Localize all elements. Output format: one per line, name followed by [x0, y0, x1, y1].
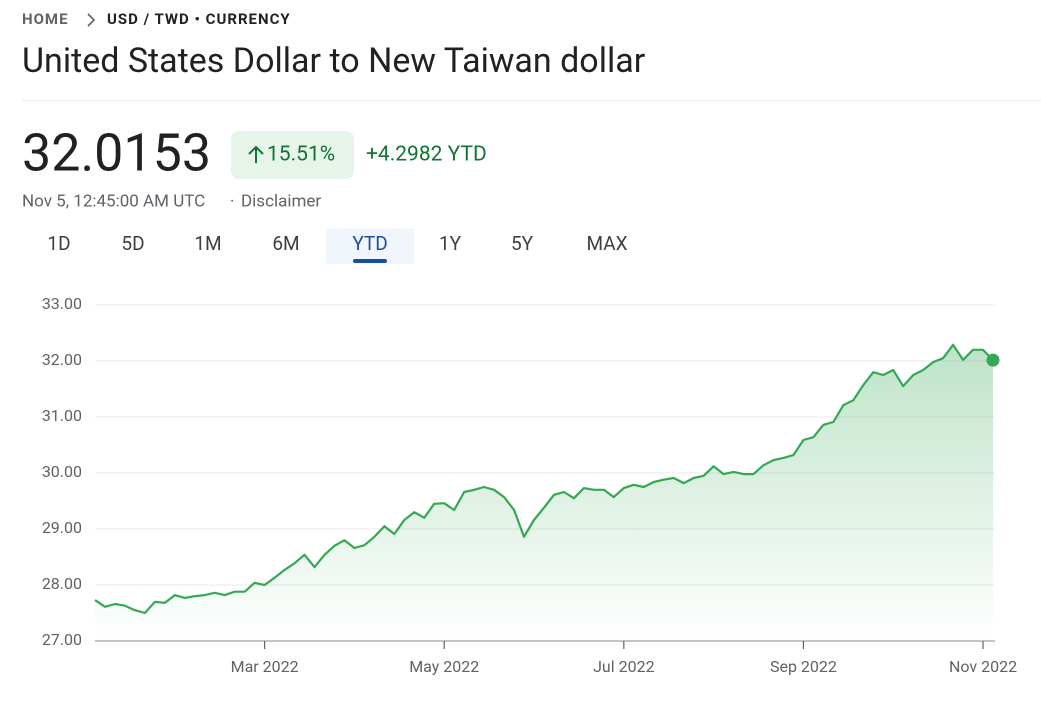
range-tab[interactable]: YTD [352, 232, 387, 255]
change-ytd: +4.2982 YTD [366, 143, 487, 167]
y-tick-label: 28.00 [42, 574, 82, 593]
timestamp: Nov 5, 12:45:00 AM UTC [22, 191, 205, 211]
active-tab-indicator [353, 259, 387, 263]
page-title: United States Dollar to New Taiwan dolla… [22, 41, 646, 81]
price-line [94, 343, 994, 615]
breadcrumb-chevron [87, 13, 96, 27]
x-tick-label: Mar 2022 [231, 657, 299, 676]
up-arrow-icon [248, 145, 264, 163]
x-tick-label: May 2022 [409, 657, 479, 676]
range-tabs: 1D 5D 1M 6M YTD 1Y 5Y MAX [47, 228, 628, 264]
range-tab[interactable]: 6M [272, 232, 299, 255]
range-tab[interactable]: 1M [194, 232, 221, 255]
x-tick-label: Sep 2022 [770, 657, 837, 676]
range-tab[interactable]: 1D [47, 232, 70, 255]
x-tick-label: Nov 2022 [949, 657, 1017, 676]
x-tick-label: Jul 2022 [593, 657, 654, 676]
chart: 27.00 28.00 29.00 30.00 31.00 32.00 33.00 Mar 2… [42, 294, 1017, 676]
y-tick-label: 30.00 [42, 462, 82, 481]
y-tick-label: 32.00 [42, 350, 82, 369]
breadcrumb-home[interactable]: HOME [22, 10, 69, 28]
change-percent: 15.51% [267, 143, 335, 167]
range-tab[interactable]: 5D [121, 232, 144, 255]
active-tab-bg [326, 228, 414, 264]
breadcrumb-current: USD / TWD • CURRENCY [107, 10, 291, 28]
range-tab[interactable]: 5Y [511, 232, 534, 255]
y-tick-label: 33.00 [42, 294, 82, 313]
separator: · [230, 191, 234, 211]
range-tab[interactable]: MAX [586, 232, 627, 255]
y-tick-label: 27.00 [42, 630, 82, 649]
range-tab[interactable]: 1Y [439, 232, 462, 255]
y-tick-label: 31.00 [42, 406, 82, 425]
change-chip [231, 131, 354, 179]
last-point [986, 353, 1000, 367]
area-fill [95, 344, 993, 641]
y-tick-label: 29.00 [42, 518, 82, 537]
price: 32.0153 [22, 123, 211, 184]
disclaimer-link[interactable]: Disclaimer [241, 191, 321, 211]
